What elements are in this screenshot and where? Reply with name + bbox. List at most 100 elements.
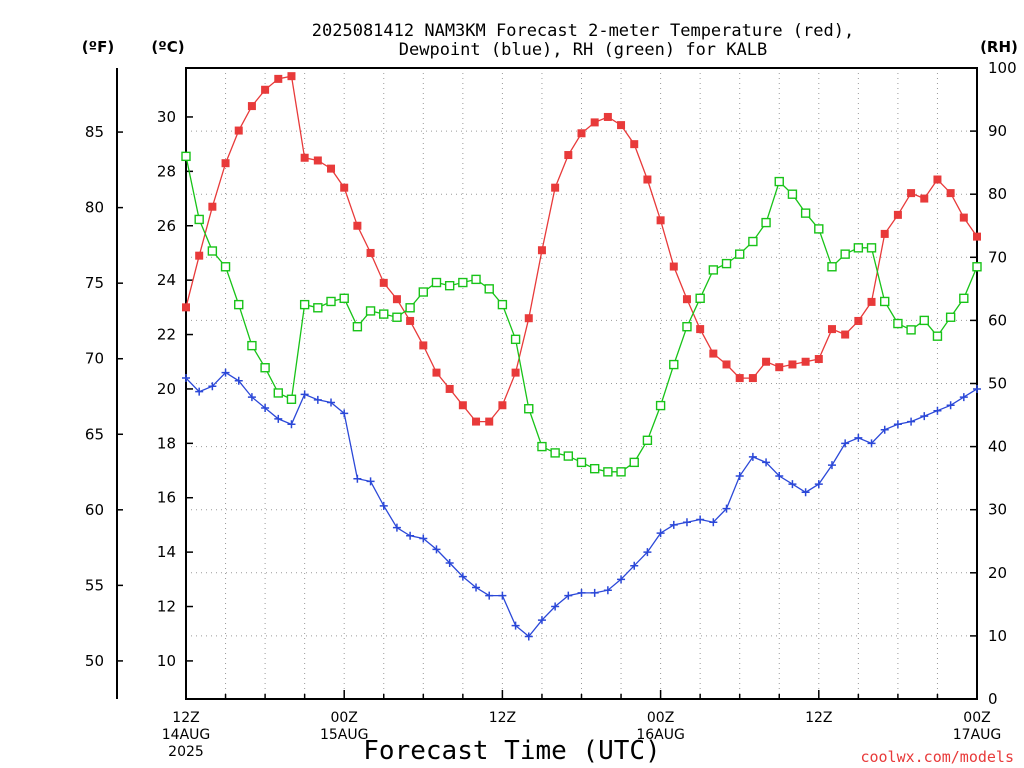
rh-point bbox=[603, 467, 613, 477]
temperature-point bbox=[392, 295, 401, 304]
rh-point bbox=[563, 451, 574, 461]
dewpoint-point bbox=[603, 586, 612, 595]
temperature-point bbox=[933, 175, 942, 184]
dewpoint-point bbox=[880, 425, 889, 434]
dewpoint-point bbox=[221, 368, 230, 377]
x-tick-label: 15AUG bbox=[320, 727, 369, 743]
rh-point bbox=[194, 214, 204, 225]
temperature-point bbox=[854, 316, 863, 325]
temperature-point bbox=[379, 278, 388, 287]
rh-point bbox=[418, 287, 428, 297]
dewpoint-point bbox=[551, 602, 560, 611]
dewpoint-point bbox=[709, 518, 718, 527]
temperature-point bbox=[511, 368, 520, 377]
rh-point bbox=[589, 463, 600, 474]
celsius-tick-label: 22 bbox=[157, 326, 176, 344]
temperature-point bbox=[748, 374, 757, 383]
temperature-point bbox=[643, 175, 652, 184]
rh-point bbox=[721, 258, 732, 269]
x-tick-label: 17AUG bbox=[953, 727, 1002, 743]
dewpoint-point bbox=[973, 384, 981, 393]
celsius-tick-label: 16 bbox=[157, 489, 176, 507]
fahrenheit-tick-label: 55 bbox=[85, 576, 104, 594]
temperature-point bbox=[221, 159, 230, 168]
rh-point bbox=[313, 303, 323, 313]
dewpoint-point bbox=[907, 417, 916, 426]
celsius-tick-label: 12 bbox=[157, 598, 176, 616]
dewpoint-point bbox=[617, 575, 626, 584]
rh-point bbox=[787, 189, 798, 199]
dewpoint-point bbox=[485, 591, 494, 600]
temperature-point bbox=[247, 102, 256, 111]
rh-tick-label: 50 bbox=[988, 375, 1007, 393]
dewpoint-point bbox=[287, 420, 296, 429]
temperature-point bbox=[195, 251, 204, 260]
dewpoint-point bbox=[696, 515, 705, 524]
rh-point bbox=[853, 243, 864, 253]
rh-point bbox=[524, 404, 534, 414]
dewpoint-point bbox=[669, 520, 678, 529]
temperature-point bbox=[775, 363, 784, 372]
credit-text: coolwx.com/models bbox=[860, 748, 1014, 766]
dewpoint-point bbox=[353, 474, 362, 483]
dewpoint-point bbox=[841, 439, 850, 448]
temperature-point bbox=[498, 401, 507, 410]
dewpoint-point bbox=[643, 548, 652, 557]
temperature-point bbox=[788, 360, 797, 369]
rh-point bbox=[431, 277, 442, 288]
rh-point bbox=[286, 394, 297, 404]
rh-point bbox=[537, 441, 547, 452]
temperature-point bbox=[432, 368, 441, 377]
temperature-point bbox=[182, 303, 190, 312]
temperature-point bbox=[735, 374, 744, 383]
temperature-point bbox=[340, 183, 349, 192]
dewpoint-point bbox=[590, 588, 599, 597]
celsius-tick-label: 10 bbox=[157, 652, 176, 670]
rh-point bbox=[629, 457, 639, 468]
temperature-point bbox=[907, 189, 916, 198]
fahrenheit-tick-label: 60 bbox=[85, 501, 104, 519]
temperature-point bbox=[524, 314, 533, 323]
rh-point bbox=[444, 280, 455, 291]
x-tick-label: 00Z bbox=[330, 710, 357, 726]
dewpoint-point bbox=[867, 439, 876, 448]
rh-tick-label: 10 bbox=[988, 627, 1007, 645]
dewpoint-point bbox=[511, 621, 520, 630]
temperature-point bbox=[920, 194, 929, 203]
dewpoint-point bbox=[182, 374, 190, 383]
dewpoint-point bbox=[959, 393, 968, 402]
celsius-tick-label: 30 bbox=[157, 108, 176, 126]
dewpoint-point bbox=[893, 420, 902, 429]
dewpoint-point bbox=[379, 501, 388, 510]
dewpoint-point bbox=[577, 588, 586, 597]
dewpoint-point bbox=[920, 412, 929, 421]
temperature-point bbox=[590, 118, 599, 127]
temperature-point bbox=[893, 210, 902, 219]
rh-point bbox=[880, 296, 890, 307]
rh-point bbox=[220, 262, 231, 272]
x-tick-label: 2025 bbox=[168, 744, 204, 760]
rh-point bbox=[339, 293, 349, 304]
temperature-point bbox=[327, 164, 336, 173]
temperature-point bbox=[841, 330, 850, 339]
rh-tick-label: 60 bbox=[988, 311, 1007, 329]
rh-point bbox=[365, 306, 376, 316]
dewpoint-point bbox=[748, 452, 757, 461]
celsius-tick-label: 18 bbox=[157, 434, 176, 452]
dewpoint-point bbox=[498, 591, 507, 600]
rh-point bbox=[695, 293, 705, 304]
dewpoint-point bbox=[827, 461, 836, 470]
temperature-point bbox=[630, 140, 639, 149]
temperature-point bbox=[617, 121, 626, 130]
dewpoint-point bbox=[327, 398, 336, 407]
rh-tick-label: 30 bbox=[988, 501, 1007, 519]
dewpoint-point bbox=[788, 480, 797, 489]
dewpoint-point bbox=[854, 433, 863, 442]
temperature-point bbox=[458, 401, 467, 410]
temperature-point bbox=[419, 341, 428, 350]
rh-point bbox=[669, 359, 679, 370]
dewpoint-point bbox=[537, 616, 546, 625]
rh-point bbox=[497, 299, 508, 310]
